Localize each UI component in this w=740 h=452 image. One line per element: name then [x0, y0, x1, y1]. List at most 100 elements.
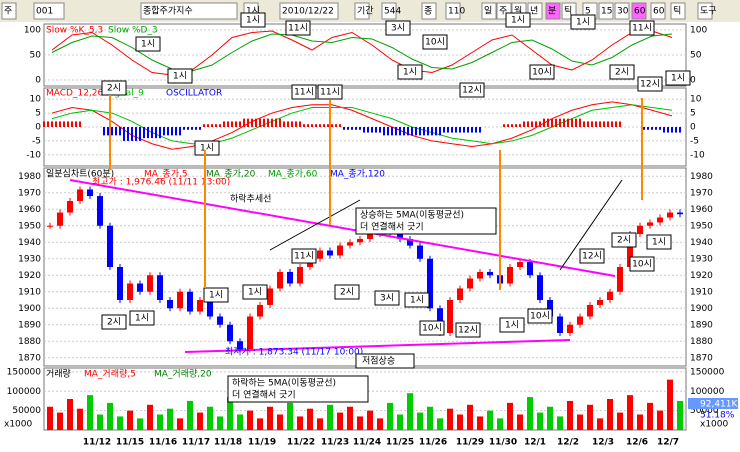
y-tick-label: 50: [30, 51, 42, 61]
y-tick-label-right: -10: [690, 150, 705, 160]
toolbar-button[interactable]: [421, 2, 437, 20]
oscillator-bar: [567, 118, 569, 127]
oscillator-bar: [147, 127, 149, 139]
candle-body: [647, 222, 653, 226]
volume-bar: [527, 397, 533, 430]
annotation-box: [570, 14, 596, 30]
oscillator-bar: [611, 121, 613, 127]
volume-bar: [517, 414, 523, 430]
toolbar-button[interactable]: [33, 2, 65, 20]
x-tick-label: 11/12: [83, 438, 111, 448]
annotation-label: 1시: [511, 15, 525, 26]
toolbar-button[interactable]: [631, 2, 647, 20]
oscillator-bar: [103, 127, 105, 136]
trendline: [69, 179, 616, 277]
y-tick-label: 1930: [18, 254, 41, 264]
oscillator-bar: [383, 127, 385, 136]
annotation-label: 11시: [294, 251, 314, 262]
oscillator-bar: [179, 127, 181, 136]
volume-bar: [177, 418, 183, 430]
toolbar-button[interactable]: [445, 2, 461, 20]
toolbar-button[interactable]: [697, 2, 713, 20]
candle-body: [327, 250, 333, 256]
y-tick-label: 150000: [7, 367, 42, 377]
y-tick-label-right: 100000: [690, 387, 725, 397]
oscillator-bar: [535, 121, 537, 127]
y-tick-label-right: 150000: [690, 367, 725, 377]
y-tick-label: 5: [35, 109, 41, 119]
volume-last: 92,411K: [700, 400, 738, 410]
oscillator-bar: [555, 118, 557, 127]
toolbar-button[interactable]: [354, 2, 370, 20]
toolbar-button[interactable]: [614, 2, 630, 20]
toolbar-button[interactable]: [1, 2, 17, 20]
oscillator-bar: [43, 121, 45, 127]
x-tick-label: 11/24: [353, 438, 381, 448]
toolbar-button[interactable]: [381, 2, 397, 20]
oscillator-bar: [443, 127, 445, 133]
x-tick-label: 11/23: [321, 438, 349, 448]
volume-bar: [317, 418, 323, 430]
legend-entry: Slow %D_3: [108, 26, 158, 36]
trendline: [269, 199, 361, 251]
volume-bar: [217, 416, 223, 430]
oscillator-bar: [351, 127, 353, 130]
oscillator-bar: [455, 127, 457, 133]
legend-entry: Slow %K_5,3: [46, 26, 103, 36]
oscillator-bar: [279, 118, 281, 127]
annotation: 더 연결해서 긋기: [360, 222, 424, 233]
candle-body: [57, 212, 63, 226]
annotation-label: 1시: [671, 73, 685, 84]
oscillator-bar: [447, 127, 449, 133]
candle-body: [347, 242, 353, 246]
annotation-label: 1시: [141, 39, 155, 50]
annotation-box: [397, 64, 423, 80]
toolbar-button[interactable]: [545, 2, 561, 20]
toolbar-text: 주: [499, 6, 507, 17]
volume-bar: [437, 418, 443, 430]
x-tick-label: 11/18: [214, 438, 242, 448]
candle-body: [577, 316, 583, 325]
toolbar-button[interactable]: [598, 2, 614, 20]
toolbar-text: 30: [617, 7, 629, 17]
candle-body: [397, 232, 403, 239]
volume-bar: [467, 404, 473, 430]
oscillator-bar: [47, 121, 49, 127]
annotation: 더 연결해서 긋기: [232, 390, 296, 401]
toolbar-button[interactable]: [140, 2, 238, 20]
oscillator-bar: [467, 127, 469, 133]
oscillator-bar: [399, 127, 401, 136]
oscillator-bar: [155, 127, 157, 139]
oscillator-bar: [347, 127, 349, 130]
annotation-label: 12시: [582, 251, 602, 262]
volume-bar: [117, 416, 123, 430]
volume-bar: [647, 402, 653, 430]
toolbar-button[interactable]: [670, 2, 686, 20]
y-tick-label: 50000: [12, 406, 41, 416]
annotation-box: [609, 64, 635, 80]
volume-bar: [47, 406, 53, 430]
candle-body: [137, 283, 143, 292]
toolbar-button[interactable]: [527, 2, 543, 20]
toolbar-button[interactable]: [279, 2, 339, 20]
y-tick-label-right: 5: [690, 109, 696, 119]
volume-bar: [407, 393, 413, 430]
volume-bar: [257, 418, 263, 430]
y-tick-label-right: 1880: [690, 337, 713, 347]
oscillator-bar: [411, 127, 413, 136]
candle-body: [407, 238, 413, 246]
volume-bar: [337, 412, 343, 430]
legend-entry: OSCILLATOR: [166, 89, 222, 99]
toolbar-button[interactable]: [481, 2, 497, 20]
annotation-box: [101, 80, 127, 96]
toolbar-button[interactable]: [650, 2, 666, 20]
oscillator-bar: [391, 127, 393, 136]
oscillator-bar: [55, 121, 57, 127]
annotation-box: [665, 70, 691, 86]
annotation-label: 12시: [458, 325, 478, 336]
volume-bar: [197, 412, 203, 430]
oscillator-bar: [643, 127, 645, 130]
oscillator-bar: [203, 124, 205, 127]
x-tick-label: 11/22: [287, 438, 315, 448]
annotation-box: [529, 64, 555, 80]
